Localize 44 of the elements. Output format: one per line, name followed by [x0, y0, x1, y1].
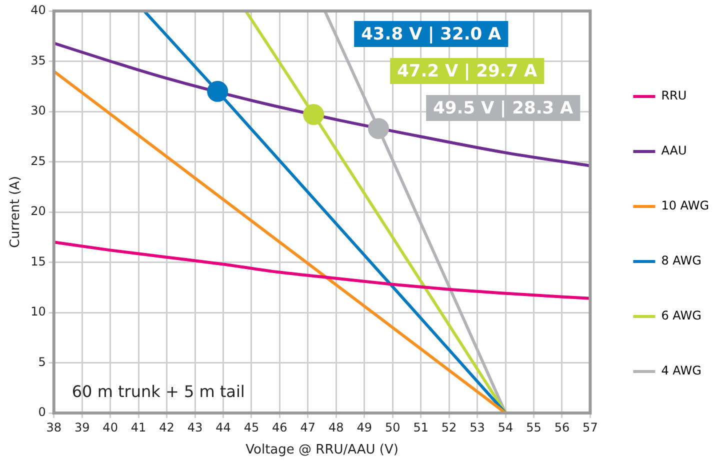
- legend-label: 8 AWG: [661, 254, 702, 268]
- x-tick-label: 44: [216, 420, 231, 434]
- legend-label: 6 AWG: [661, 308, 702, 323]
- x-tick-label: 50: [384, 420, 400, 434]
- x-tick-label: 40: [102, 420, 118, 434]
- x-axis-title: Voltage @ RRU/AAU (V): [246, 442, 398, 458]
- point: [207, 80, 228, 102]
- x-tick-label: 39: [74, 420, 90, 434]
- x-tick-label: 42: [159, 420, 174, 434]
- legend-label: AAU: [661, 144, 687, 158]
- annotation: 43.8 V | 32.0 A: [361, 24, 502, 44]
- x-tick-label: 46: [272, 420, 288, 434]
- point: [368, 118, 389, 140]
- x-tick-label: 47: [300, 420, 316, 434]
- x-tick-label: 54: [498, 420, 514, 434]
- x-tick-label: 45: [244, 420, 260, 434]
- x-tick-label: 55: [526, 420, 542, 434]
- y-tick-label: 30: [30, 104, 46, 118]
- point: [303, 104, 324, 126]
- x-tick-label: 43: [187, 420, 203, 434]
- x-tick-label: 51: [413, 420, 428, 434]
- y-tick-label: 20: [30, 204, 46, 218]
- y-tick-label: 25: [30, 154, 46, 168]
- y-tick-label: 40: [30, 3, 46, 18]
- y-tick-label: 0: [38, 405, 46, 420]
- x-tick-label: 41: [130, 420, 146, 434]
- x-tick-label: 48: [328, 420, 344, 434]
- annotation: 47.2 V | 29.7 A: [397, 61, 538, 82]
- annotation: 60 m trunk + 5 m tail: [72, 382, 245, 401]
- y-axis-title: Current (A): [8, 176, 24, 248]
- x-tick-label: 56: [554, 420, 570, 434]
- legend-label: 4 AWG: [661, 364, 702, 378]
- y-tick-label: 15: [30, 254, 46, 268]
- x-tick-label: 52: [441, 420, 457, 434]
- y-tick-label: 10: [30, 304, 46, 319]
- x-tick-label: 57: [582, 420, 598, 434]
- x-tick-label: 38: [46, 420, 62, 434]
- y-tick-label: 35: [30, 53, 46, 68]
- legend-label: RRU: [661, 88, 687, 103]
- y-tick-label: 5: [38, 354, 46, 369]
- x-tick-label: 49: [356, 420, 372, 434]
- annotation: 49.5 V | 28.3 A: [433, 98, 574, 118]
- x-tick-label: 53: [470, 420, 485, 434]
- legend-label: 10 AWG: [661, 198, 710, 213]
